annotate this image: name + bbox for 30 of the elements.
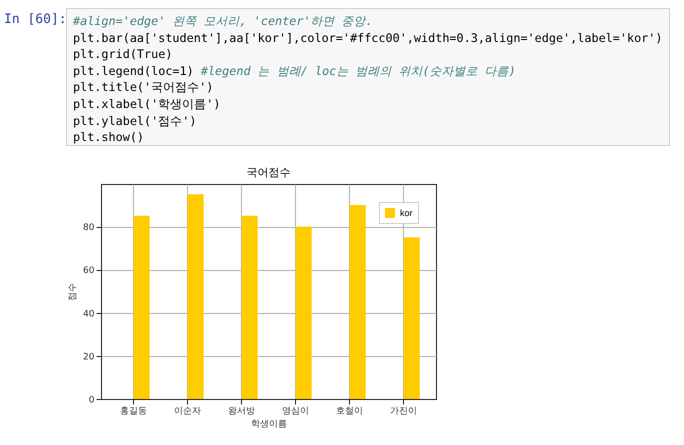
text: plt.ylabel('점수') [73, 112, 198, 130]
bar [296, 226, 312, 399]
chart-title: 국어점수 [246, 166, 290, 179]
text: plt.show() [73, 129, 146, 146]
bar [133, 216, 150, 399]
text: plt.legend(loc=1) #legend 는 범례/ loc는 범례의 위치(숫자별로 다름) [73, 62, 517, 80]
x-tick-label: 왕서방 [228, 406, 255, 416]
bar [404, 237, 420, 399]
x-tick-label: 홍길동 [120, 406, 147, 416]
y-axis-title: 점수 [68, 283, 78, 301]
y-tick-label: 60 [83, 266, 95, 276]
y-tick-label: 0 [88, 396, 95, 406]
y-tick-label: 80 [83, 223, 95, 234]
bar [350, 205, 366, 399]
x-tick-label: 가진이 [390, 406, 418, 416]
text: plt.xlabel('학생이름') [73, 96, 222, 113]
text: In [60]: [4, 12, 67, 27]
text: plt.grid(True) [73, 46, 174, 63]
bar [187, 194, 204, 399]
legend-label: kor [400, 208, 413, 218]
x-axis-title: 학생이름 [251, 420, 287, 430]
y-tick-label: 40 [83, 309, 95, 320]
y-tick-label: 20 [83, 352, 95, 362]
text: plt.title('국어점수') [73, 79, 214, 96]
text: #align='edge' 왼쪽 모서리, 'center'하면 중앙. [73, 14, 373, 28]
x-tick-label: 호철이 [336, 406, 364, 416]
text: plt.bar(aa['student'],aa['kor'],color='#ffcc00',width=0.3,align='edge',label='kor') [73, 30, 663, 46]
x-tick-label: 이순자 [174, 406, 201, 416]
x-tick-label: 영심이 [282, 406, 310, 416]
bar [241, 216, 258, 399]
